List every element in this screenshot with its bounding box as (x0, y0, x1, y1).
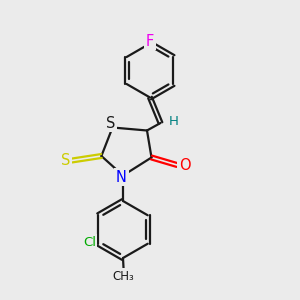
Text: F: F (146, 34, 154, 49)
Text: O: O (179, 158, 190, 172)
Text: N: N (116, 169, 127, 184)
Text: S: S (106, 116, 116, 130)
Text: H: H (169, 115, 179, 128)
Text: Cl: Cl (83, 236, 96, 249)
Text: CH₃: CH₃ (113, 269, 134, 283)
Text: S: S (61, 153, 70, 168)
